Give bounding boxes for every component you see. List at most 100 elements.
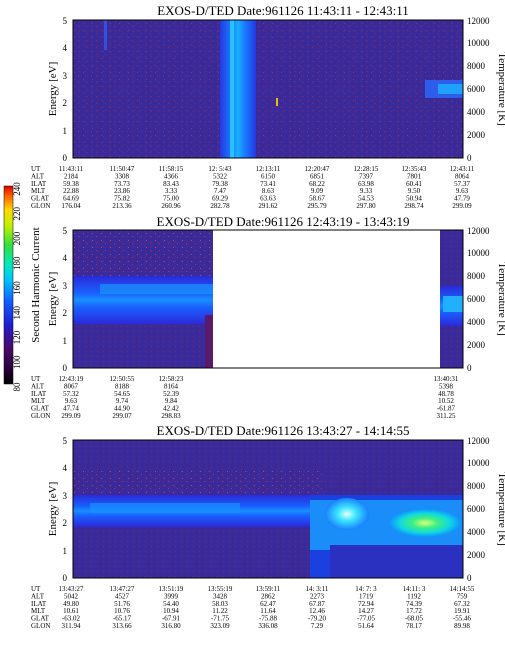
table-cell: 14:14:55 <box>450 585 475 593</box>
svg-text:8000: 8000 <box>467 61 486 71</box>
svg-text:4: 4 <box>63 43 68 53</box>
table-cell: 3308 <box>115 172 130 180</box>
table-cell: 759 <box>457 592 468 600</box>
table-cell: 11.64 <box>260 607 276 615</box>
table-cell: 5398 <box>439 382 454 390</box>
table-cell: 2184 <box>64 172 79 180</box>
table-cell: 10.76 <box>114 607 130 615</box>
table-cell: 12:58:23 <box>159 375 184 383</box>
colorbar-tick: 120 <box>12 330 22 344</box>
colorbar-tick: 100 <box>12 355 22 369</box>
table-cell: 11:50:47 <box>110 165 135 173</box>
table-cell: 67.32 <box>454 600 470 608</box>
table-cell: 7.29 <box>311 622 324 630</box>
table-cell: 73.41 <box>260 180 276 188</box>
row-label: ILAT <box>31 600 47 608</box>
table-cell: 9.84 <box>165 397 178 405</box>
table-cell: 311.94 <box>62 622 81 630</box>
panel-3-frame <box>72 439 464 579</box>
table-cell: 9.63 <box>65 397 78 405</box>
table-cell: 299.07 <box>112 412 132 420</box>
table-cell: 298.83 <box>161 412 181 420</box>
row-label: GLAT <box>31 615 50 623</box>
colorbar-tick: 200 <box>12 231 22 245</box>
panel-3-plot-area <box>73 440 463 578</box>
table-cell: 74.39 <box>406 600 422 608</box>
table-cell: 12:43:11 <box>450 165 475 173</box>
panel-3-ylabel: Energy [eV] <box>47 482 59 536</box>
panel-1-y2label: Temperature [K] <box>496 52 505 125</box>
table-cell: -65.17 <box>113 615 132 623</box>
svg-text:5: 5 <box>63 16 68 26</box>
svg-text:2: 2 <box>63 308 68 318</box>
row-label: MLT <box>31 607 46 615</box>
panel-3-y2axis: 0 2000 4000 6000 8000 10000 12000 <box>467 436 490 583</box>
table-cell: 260.96 <box>161 202 181 210</box>
table-cell: 4366 <box>164 172 179 180</box>
table-cell: 69.29 <box>212 195 228 203</box>
table-cell: 44.90 <box>114 405 130 413</box>
row-label: ILAT <box>31 390 47 398</box>
table-cell: 50.94 <box>406 195 422 203</box>
table-cell: 11.22 <box>212 607 228 615</box>
table-cell: 1719 <box>359 592 374 600</box>
panel-3-yaxis: 0 1 2 3 4 5 <box>63 436 68 583</box>
svg-text:5: 5 <box>63 226 68 236</box>
table-cell: 49.80 <box>63 600 79 608</box>
table-cell: 316.80 <box>161 622 181 630</box>
table-cell: 299.09 <box>61 412 81 420</box>
svg-text:0: 0 <box>467 573 472 583</box>
table-cell: 64.69 <box>63 195 79 203</box>
svg-text:12000: 12000 <box>467 226 490 236</box>
svg-text:3: 3 <box>63 491 68 501</box>
table-cell: 13:43:27 <box>59 585 84 593</box>
table-cell: 9.63 <box>456 187 469 195</box>
table-cell: 2862 <box>261 592 276 600</box>
row-label: ILAT <box>31 180 47 188</box>
row-label: ALT <box>31 172 45 180</box>
panel-1-title: EXOS-D/TED Date:961126 11:43:11 - 12:43:… <box>157 3 409 18</box>
svg-text:10000: 10000 <box>467 458 490 468</box>
table-cell: 83.43 <box>163 180 179 188</box>
table-cell: 10.94 <box>163 607 179 615</box>
svg-text:10000: 10000 <box>467 248 490 258</box>
table-cell: -79.20 <box>308 615 327 623</box>
table-cell: 9.50 <box>408 187 421 195</box>
table-cell: 12:13:11 <box>256 165 281 173</box>
colorbar: 80 100 120 140 160 180 200 220 240 Second Harmon… <box>3 182 42 392</box>
table-cell: 299.09 <box>452 202 472 210</box>
panel-1-y2axis: 0 2000 4000 6000 8000 10000 12000 <box>467 16 490 163</box>
table-cell: 282.78 <box>210 202 230 210</box>
colorbar-label: Second Harmonic Current <box>30 227 42 342</box>
row-label: GLAT <box>31 195 50 203</box>
table-cell: 12:28:15 <box>354 165 379 173</box>
row-label: UT <box>31 375 41 383</box>
table-cell: 7801 <box>407 172 422 180</box>
table-cell: 13:40:31 <box>434 375 459 383</box>
colorbar-scale <box>3 185 14 385</box>
svg-text:6000: 6000 <box>467 504 486 514</box>
svg-text:12000: 12000 <box>467 16 490 26</box>
table-cell: 311.25 <box>437 412 456 420</box>
table-cell: 13:59:11 <box>256 585 281 593</box>
panel-3-ephemeris-table: UTALTILATMLTGLATGLON13:43:27504249.8010.… <box>31 585 475 630</box>
table-cell: 1192 <box>407 592 421 600</box>
svg-text:0: 0 <box>63 153 68 163</box>
row-label: GLON <box>31 202 50 210</box>
table-cell: 54.65 <box>114 390 130 398</box>
row-label: ALT <box>31 592 45 600</box>
table-cell: -63.02 <box>62 615 81 623</box>
svg-text:4000: 4000 <box>467 527 486 537</box>
panel-2-y2axis: 0 2000 4000 6000 8000 10000 12000 <box>467 226 490 373</box>
table-cell: -67.91 <box>162 615 181 623</box>
table-cell: 12:35:43 <box>402 165 427 173</box>
svg-text:12000: 12000 <box>467 436 490 446</box>
table-cell: 14: 7: 3 <box>355 585 377 593</box>
table-cell: 8064 <box>455 172 470 180</box>
panel-1: EXOS-D/TED Date:961126 11:43:11 - 12:43:… <box>31 3 505 210</box>
table-cell: 57.32 <box>63 390 79 398</box>
table-cell: 6851 <box>310 172 325 180</box>
